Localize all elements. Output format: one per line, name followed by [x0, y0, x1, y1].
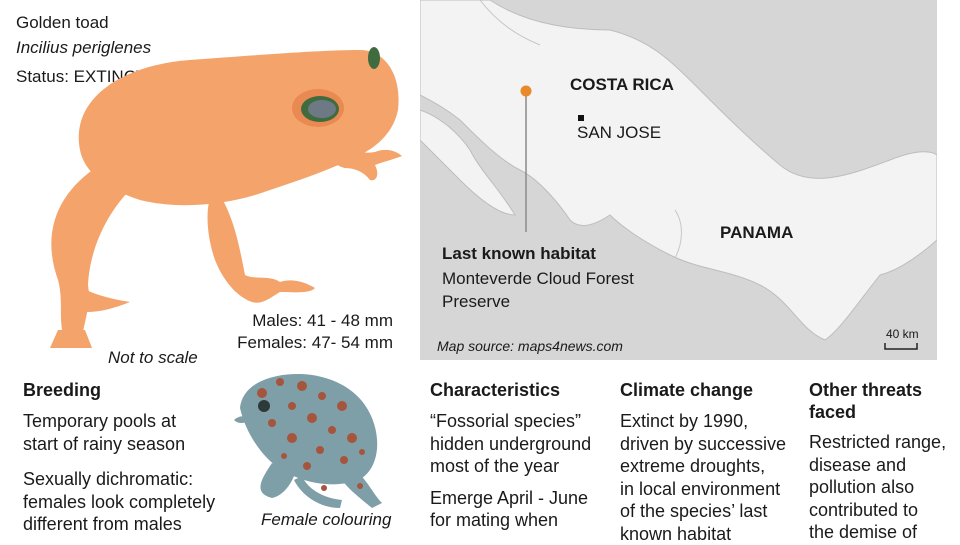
- text-line: disease and: [809, 454, 957, 477]
- habitat-name-line-2: Preserve: [442, 292, 510, 312]
- text-line: driven by successive: [620, 433, 800, 456]
- text-line: Restricted range,: [809, 431, 957, 454]
- scale-bar: [885, 343, 917, 349]
- text-line: known habitat: [620, 523, 800, 545]
- text-line: “Fossorial species”: [430, 410, 610, 433]
- text-line: contributed to: [809, 499, 957, 522]
- text-line: extreme droughts,: [620, 455, 800, 478]
- text-line: Temporary pools at: [23, 410, 238, 433]
- capital-label: SAN JOSE: [577, 123, 661, 143]
- text-line: start of rainy season: [23, 433, 238, 456]
- country-label-costa-rica: COSTA RICA: [570, 75, 674, 95]
- breeding-paragraph-1: Temporary pools at start of rainy season: [23, 410, 238, 455]
- females-size: Females: 47- 54 mm: [218, 332, 393, 354]
- scale-label: 40 km: [886, 327, 919, 341]
- text-line: the demise of: [809, 521, 957, 544]
- text-line: Sexually dichromatic:: [23, 468, 238, 491]
- scale-note: Not to scale: [108, 348, 198, 368]
- habitat-title: Last known habitat: [442, 244, 596, 264]
- text-line: pollution also: [809, 476, 957, 499]
- males-size: Males: 41 - 48 mm: [218, 310, 393, 332]
- climate-change-paragraph: Extinct by 1990, driven by successive ex…: [620, 410, 800, 545]
- other-threats-title: Other threats faced: [809, 379, 957, 423]
- climate-change-section: Climate change Extinct by 1990, driven b…: [620, 379, 800, 545]
- text-line: different from males: [23, 513, 238, 536]
- golden-toad-illustration: [30, 30, 415, 350]
- title-line: faced: [809, 401, 957, 423]
- other-threats-paragraph: Restricted range, disease and pollution …: [809, 431, 957, 544]
- habitat-marker: [521, 86, 532, 97]
- title-line: Other threats: [809, 379, 957, 401]
- size-info: Males: 41 - 48 mm Females: 47- 54 mm: [218, 310, 393, 354]
- text-line: for mating when: [430, 509, 610, 532]
- climate-change-title: Climate change: [620, 379, 800, 401]
- characteristics-paragraph-1: “Fossorial species” hidden underground m…: [430, 410, 610, 478]
- habitat-name-line-1: Monteverde Cloud Forest: [442, 269, 634, 289]
- breeding-section: Breeding Temporary pools at start of rai…: [23, 379, 238, 536]
- map-source: Map source: maps4news.com: [437, 338, 623, 354]
- other-threats-section: Other threats faced Restricted range, di…: [809, 379, 957, 544]
- text-line: of the species’ last: [620, 500, 800, 523]
- characteristics-section: Characteristics “Fossorial species” hidd…: [430, 379, 610, 532]
- characteristics-paragraph-2: Emerge April - June for mating when: [430, 487, 610, 532]
- text-line: most of the year: [430, 455, 610, 478]
- text-line: Emerge April - June: [430, 487, 610, 510]
- text-line: hidden underground: [430, 433, 610, 456]
- text-line: Extinct by 1990,: [620, 410, 800, 433]
- breeding-title: Breeding: [23, 379, 238, 401]
- country-label-panama: PANAMA: [720, 223, 793, 243]
- characteristics-title: Characteristics: [430, 379, 610, 401]
- location-map: COSTA RICA SAN JOSE PANAMA Last known ha…: [420, 0, 937, 360]
- text-line: females look completely: [23, 491, 238, 514]
- breeding-paragraph-2: Sexually dichromatic: females look compl…: [23, 468, 238, 536]
- female-toad-illustration: [232, 368, 402, 513]
- text-line: in local environment: [620, 478, 800, 501]
- female-caption: Female colouring: [261, 510, 391, 530]
